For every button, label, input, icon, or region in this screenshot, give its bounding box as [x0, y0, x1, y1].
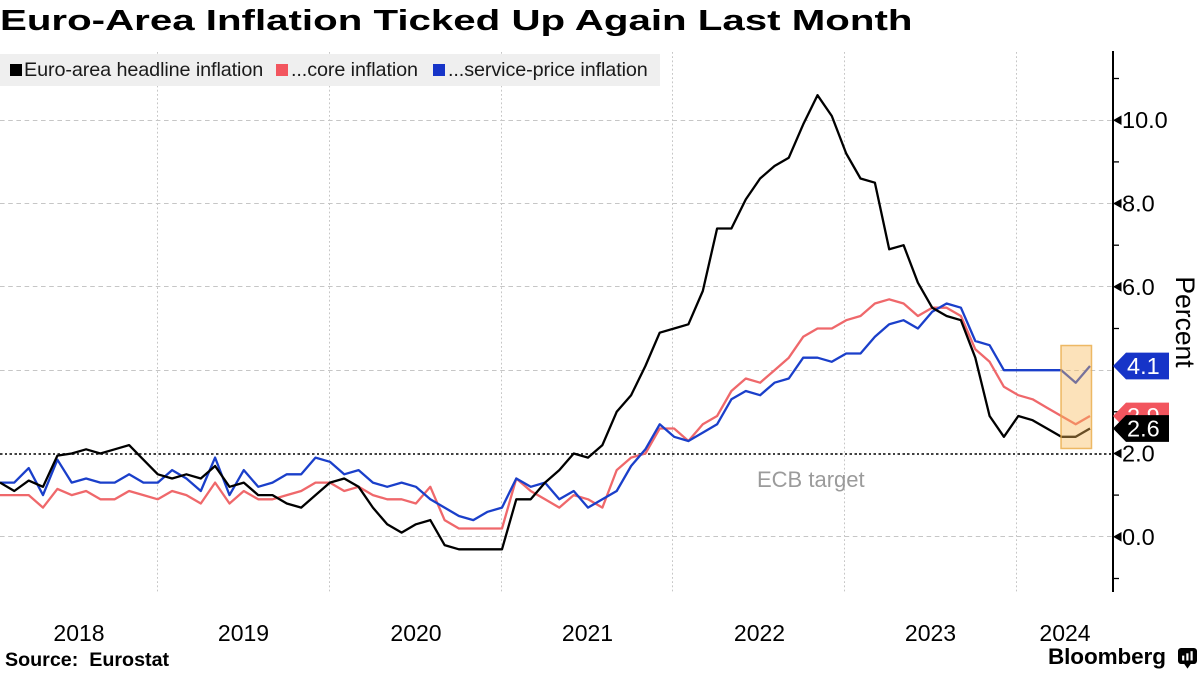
svg-text:8.0: 8.0	[1122, 191, 1155, 217]
svg-text:0.0: 0.0	[1122, 524, 1155, 550]
svg-text:ECB target: ECB target	[757, 467, 865, 492]
svg-text:4.1: 4.1	[1127, 353, 1160, 379]
svg-text:2.6: 2.6	[1127, 416, 1160, 442]
svg-text:2024: 2024	[1039, 620, 1090, 646]
svg-text:2.0: 2.0	[1122, 441, 1155, 467]
svg-text:10.0: 10.0	[1122, 107, 1168, 133]
svg-text:Percent: Percent	[1170, 276, 1200, 368]
svg-text:6.0: 6.0	[1122, 274, 1155, 300]
svg-text:2021: 2021	[562, 620, 613, 646]
svg-text:2019: 2019	[218, 620, 269, 646]
svg-text:2023: 2023	[905, 620, 956, 646]
svg-text:2022: 2022	[734, 620, 785, 646]
svg-text:2020: 2020	[390, 620, 441, 646]
svg-text:2018: 2018	[53, 620, 104, 646]
